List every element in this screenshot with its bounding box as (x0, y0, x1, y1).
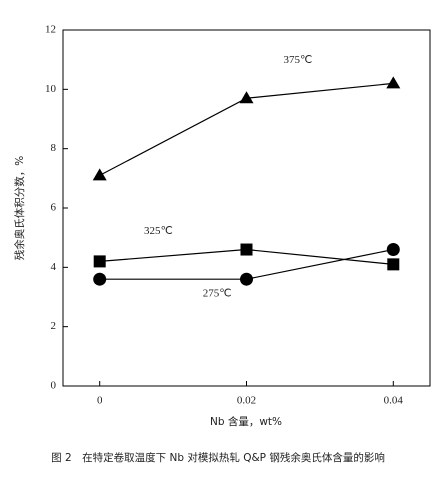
marker (386, 76, 401, 89)
series-label: 275℃ (203, 288, 232, 300)
y-tick-label: 2 (51, 320, 57, 332)
x-axis-label: Nb 含量，wt% (210, 415, 282, 428)
series-label: 325℃ (144, 225, 173, 237)
y-tick-label: 0 (51, 380, 57, 392)
marker (240, 243, 253, 256)
y-tick-label: 6 (51, 202, 57, 214)
x-tick-label: 0 (97, 395, 103, 407)
marker (93, 255, 106, 268)
marker (239, 91, 254, 104)
marker (93, 272, 107, 286)
marker (240, 272, 253, 286)
x-tick-label: 0.02 (237, 395, 256, 407)
y-tick-label: 10 (45, 83, 57, 95)
y-axis-label: 残余奥氏体积分数，% (13, 156, 26, 260)
series-label: 375℃ (283, 54, 312, 66)
y-tick-label: 12 (45, 24, 56, 36)
marker (386, 243, 400, 257)
x-tick-label: 0.04 (384, 395, 404, 407)
marker (92, 168, 107, 181)
caption: 图 2 在特定卷取温度下 Nb 对模拟热轧 Q&P 钢残余奥氏体含量的影响 (51, 451, 385, 464)
y-tick-label: 8 (51, 142, 57, 154)
marker (387, 258, 400, 271)
y-tick-label: 4 (51, 261, 57, 273)
plot-frame (62, 29, 431, 387)
